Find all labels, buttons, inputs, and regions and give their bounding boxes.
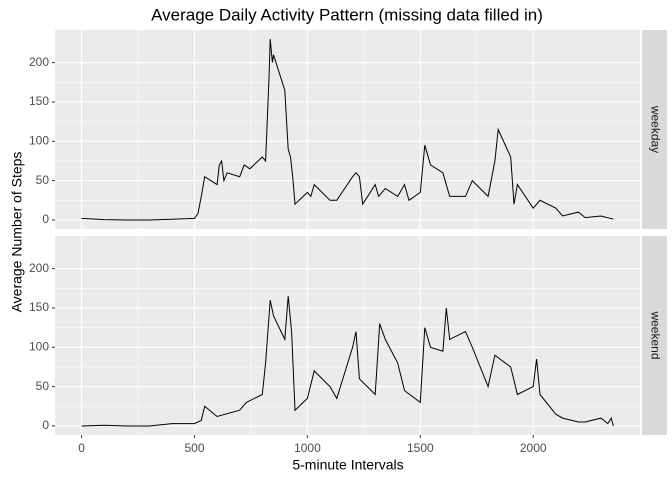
- y-tick-label: 200: [29, 261, 49, 275]
- x-tick-label: 0: [78, 441, 85, 455]
- x-tick-label: 2000: [520, 441, 547, 455]
- x-tick-label: 500: [184, 441, 204, 455]
- strip-background: [642, 236, 667, 435]
- y-tick-label: 100: [29, 133, 49, 147]
- y-tick-label: 0: [42, 418, 49, 432]
- chart-title: Average Daily Activity Pattern (missing …: [151, 5, 543, 24]
- y-axis-label: Average Number of Steps: [9, 152, 25, 313]
- y-tick-label: 100: [29, 339, 49, 353]
- x-axis-label: 5-minute Intervals: [292, 457, 403, 473]
- strip-label: weekday: [648, 105, 662, 153]
- x-tick-label: 1000: [294, 441, 321, 455]
- panel-background: [55, 30, 640, 229]
- panel-background: [55, 236, 640, 435]
- y-tick-label: 0: [42, 212, 49, 226]
- x-tick-label: 1500: [407, 441, 434, 455]
- strip-background: [642, 30, 667, 229]
- line: [81, 38, 614, 221]
- y-tick-label: 150: [29, 300, 49, 314]
- y-tick-label: 50: [36, 173, 50, 187]
- line: [81, 296, 614, 427]
- y-tick-label: 50: [36, 379, 50, 393]
- strip-label: weekend: [648, 310, 662, 359]
- y-tick-label: 150: [29, 94, 49, 108]
- y-tick-label: 200: [29, 55, 49, 69]
